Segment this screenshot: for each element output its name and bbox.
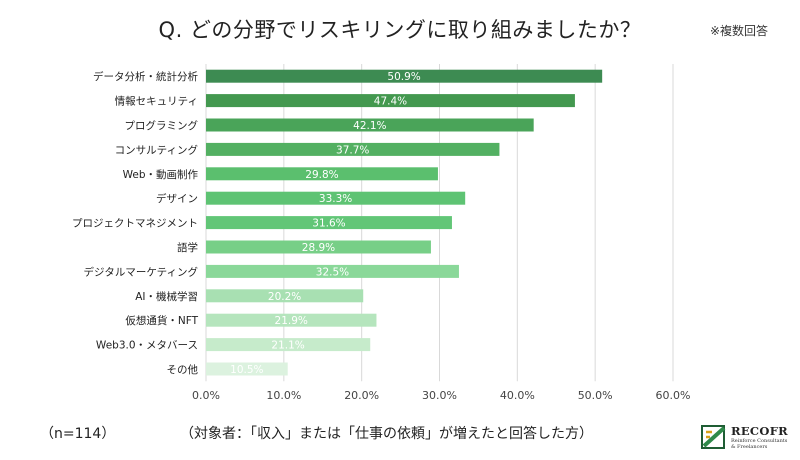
category-label: プログラミング — [125, 119, 199, 132]
respondent-condition: （対象者：「収入」または「仕事の依頼」が増えたと回答した方） — [180, 426, 593, 442]
x-tick-label: 50.0% — [578, 389, 613, 402]
data-label: 37.7% — [336, 144, 369, 156]
category-label: 語学 — [177, 241, 198, 254]
category-label: データ分析・統計分析 — [93, 70, 198, 83]
bar — [206, 94, 575, 108]
data-label: 21.9% — [275, 315, 308, 327]
x-tick-label: 20.0% — [344, 389, 379, 402]
multiple-answer-note: ※複数回答 — [709, 24, 768, 38]
data-label: 42.1% — [353, 120, 386, 132]
bar — [206, 264, 459, 278]
bar — [206, 191, 466, 205]
category-label: AI・機械学習 — [135, 290, 198, 303]
chart-title: Q. どの分野でリスキリングに取り組みましたか？ — [158, 18, 642, 42]
data-label: 28.9% — [302, 242, 335, 254]
category-label: その他 — [167, 363, 199, 376]
bar — [206, 142, 500, 156]
recofr-logo-icon — [701, 425, 726, 449]
category-label: Web・動画制作 — [123, 168, 199, 181]
bar — [206, 167, 438, 181]
bar — [206, 240, 431, 254]
data-label: 33.3% — [319, 193, 352, 205]
bar — [206, 216, 452, 230]
data-label: 21.1% — [271, 340, 304, 352]
logo-tagline: Reinforce Consultants & Freelancers — [731, 438, 788, 450]
data-label: 32.5% — [316, 266, 349, 278]
x-tick-label: 0.0% — [192, 389, 220, 402]
category-label: プロジェクトマネジメント — [72, 218, 198, 230]
x-tick-label: 60.0% — [656, 389, 691, 402]
data-label: 31.6% — [312, 218, 345, 230]
bar — [206, 69, 603, 83]
recofr-logo: RECOFR Reinforce Consultants & Freelance… — [700, 422, 795, 454]
category-label: 情報セキュリティ — [115, 95, 198, 108]
bar — [206, 313, 377, 327]
category-label: Web3.0・メタバース — [96, 340, 198, 352]
data-label: 47.4% — [374, 96, 407, 108]
bar — [206, 338, 371, 352]
category-label: デザイン — [156, 192, 198, 205]
category-label: デジタルマーケティング — [84, 265, 199, 278]
data-label: 50.9% — [387, 71, 420, 83]
bar — [206, 118, 534, 132]
x-tick-label: 40.0% — [500, 389, 535, 402]
data-label: 10.5% — [230, 364, 263, 376]
data-label: 29.8% — [305, 169, 338, 181]
x-tick-label: 30.0% — [422, 389, 457, 402]
logo-name: RECOFR — [731, 424, 789, 438]
category-label: 仮想通貨・NFT — [125, 314, 198, 327]
bar — [206, 289, 364, 303]
sample-size: （n=114） — [40, 426, 116, 442]
x-tick-label: 10.0% — [266, 389, 301, 402]
category-label: コンサルティング — [115, 143, 199, 156]
bar — [206, 362, 288, 376]
data-label: 20.2% — [268, 291, 301, 303]
